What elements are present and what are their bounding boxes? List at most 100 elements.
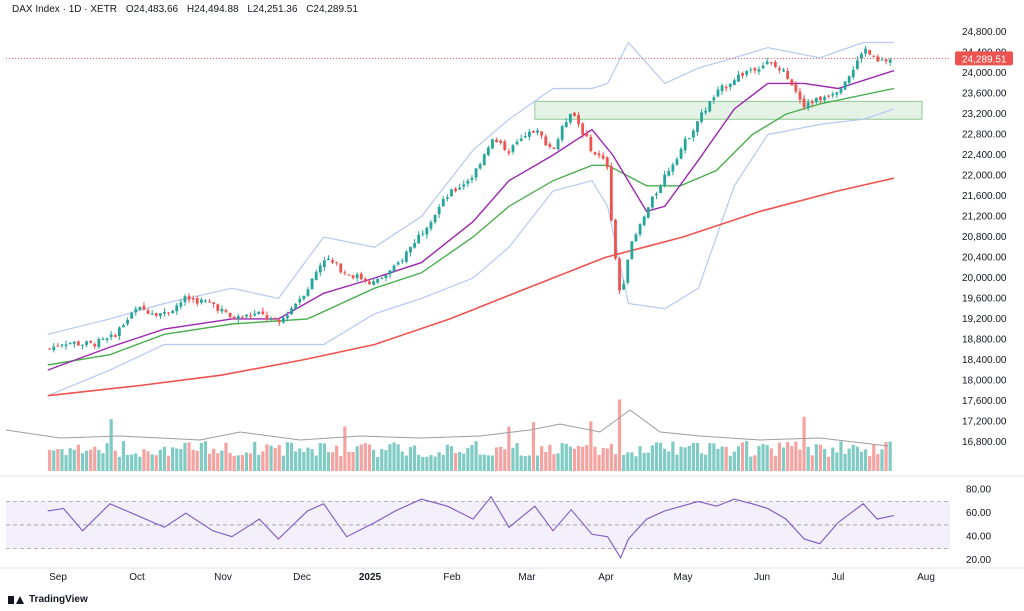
candle	[89, 340, 93, 343]
candle	[810, 101, 814, 104]
candle	[363, 278, 367, 282]
volume-bar	[802, 416, 806, 471]
candle	[187, 296, 191, 300]
volume-bar	[166, 455, 171, 471]
candle	[597, 153, 601, 156]
candle	[454, 188, 457, 192]
support-zone	[534, 100, 923, 120]
volume-bar	[244, 452, 249, 471]
volume-bar	[757, 445, 761, 471]
low-value: L24,251.36	[247, 4, 298, 15]
candle	[782, 69, 785, 72]
candle	[794, 84, 798, 92]
candle	[495, 139, 498, 143]
candle	[819, 96, 822, 101]
volume-bar	[622, 455, 626, 471]
candle	[462, 184, 466, 187]
candle	[765, 61, 769, 65]
candle	[388, 270, 392, 275]
volume-bar	[798, 449, 802, 471]
volume-bar	[507, 426, 511, 471]
time-axis-tick: Jul	[832, 572, 845, 583]
candle	[843, 81, 847, 90]
candle	[60, 344, 64, 346]
volume-bar	[80, 453, 85, 471]
candle	[851, 69, 855, 78]
volume-bar	[130, 454, 134, 471]
rsi-axis-tick: 20.00	[966, 555, 991, 566]
price-axis-tick: 19,600.00	[962, 293, 1007, 304]
volume-bar	[347, 451, 351, 471]
volume-ma-line	[5, 409, 889, 447]
volume-bar	[179, 449, 183, 471]
candle	[491, 139, 494, 149]
candle	[72, 341, 76, 344]
volume-bar	[60, 449, 64, 471]
candle	[593, 152, 597, 155]
volume-bar	[519, 455, 523, 471]
candle	[351, 275, 355, 278]
price-axis-tick: 22,400.00	[962, 150, 1007, 161]
candle	[687, 138, 691, 140]
candle	[204, 300, 207, 302]
volume-bar	[511, 447, 515, 471]
price-axis-tick: 17,200.00	[962, 416, 1007, 427]
candle	[376, 278, 380, 283]
volume-bar	[146, 451, 150, 471]
volume-bar	[876, 454, 880, 471]
volume-bar	[568, 446, 572, 471]
candle	[183, 296, 187, 303]
candle	[97, 339, 101, 347]
candle	[224, 310, 228, 312]
candle	[683, 138, 687, 151]
candle	[532, 130, 535, 133]
candle	[175, 305, 179, 312]
candle	[577, 115, 580, 125]
candle	[179, 302, 183, 307]
candle	[413, 243, 416, 248]
volume-bar	[638, 446, 642, 471]
volume-bar	[503, 449, 507, 471]
volume-bar	[351, 452, 355, 471]
candle	[249, 315, 252, 317]
tradingview-brand[interactable]: TradingView	[8, 594, 88, 605]
volume-bar	[806, 446, 810, 471]
volume-bar	[466, 448, 470, 471]
volume-bar	[56, 449, 60, 471]
candle	[310, 278, 314, 290]
volume-bar	[150, 454, 154, 471]
candle	[724, 86, 728, 89]
candle	[343, 272, 347, 274]
candle	[564, 122, 568, 128]
rsi-axis-tick: 80.00	[966, 485, 991, 496]
volume-bar	[745, 441, 749, 471]
volume-bar	[683, 447, 687, 471]
volume-bar	[458, 451, 462, 471]
volume-bar	[84, 450, 89, 471]
candle	[105, 338, 109, 340]
volume-bar	[187, 442, 191, 471]
candle	[392, 265, 396, 272]
candle	[581, 123, 585, 135]
candle	[802, 98, 806, 108]
candle	[122, 325, 125, 328]
time-axis-tick: Jun	[754, 572, 770, 583]
volume-bar	[859, 451, 864, 471]
volume-bar	[134, 453, 138, 471]
candle	[749, 69, 753, 71]
ma-slow-line	[47, 177, 895, 397]
candle	[318, 265, 322, 273]
volume-bar	[380, 449, 384, 471]
volume-bar	[609, 443, 613, 471]
candle	[306, 289, 310, 296]
volume-bar	[367, 444, 372, 471]
volume-bar	[753, 455, 757, 471]
volume-bar	[117, 456, 121, 471]
candle	[138, 306, 142, 310]
volume-bar	[617, 399, 622, 471]
price-axis-tick: 22,000.00	[962, 171, 1007, 182]
candle	[261, 311, 265, 315]
candle	[864, 48, 867, 54]
volume-bar	[52, 450, 56, 471]
